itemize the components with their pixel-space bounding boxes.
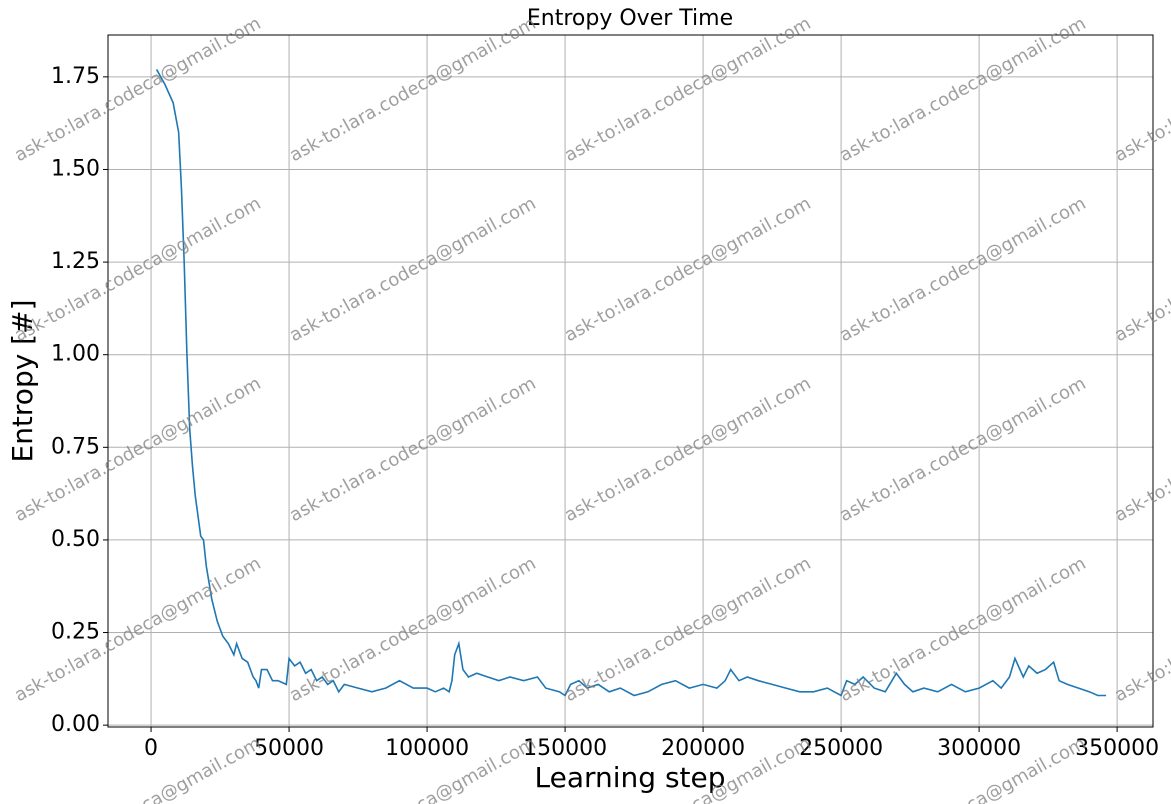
watermark: ask-to:lara.codeca@gmail.com xyxy=(286,13,539,166)
y-axis-label: Entropy [#] xyxy=(6,300,39,463)
y-tick-label: 0.50 xyxy=(51,527,100,552)
watermark: ask-to:lara.codeca@gmail.com xyxy=(836,13,1089,166)
x-tick-label: 200000 xyxy=(661,736,745,761)
watermark: ask-to:lara.codeca@gmail.com xyxy=(286,193,539,346)
x-tick-label: 100000 xyxy=(385,736,469,761)
y-tick-label: 0.00 xyxy=(51,712,100,737)
watermark: ask-to:lara.codeca@gmail.com xyxy=(561,553,814,706)
watermark: ask-to:lara.codeca@gmail.com xyxy=(561,13,814,166)
y-tick-label: 0.75 xyxy=(51,434,100,459)
x-tick-label: 350000 xyxy=(1075,736,1159,761)
watermark: ask-to:lara.codeca@gmail.com xyxy=(1111,193,1171,346)
x-tick-label: 50000 xyxy=(254,736,324,761)
watermark: ask-to:lara.codeca@gmail.com xyxy=(11,553,264,706)
watermark: ask-to:lara.codeca@gmail.com xyxy=(286,373,539,526)
watermark: ask-to:lara.codeca@gmail.com xyxy=(561,193,814,346)
watermark: ask-to:lara.codeca@gmail.com xyxy=(836,373,1089,526)
y-tick-label: 1.25 xyxy=(51,249,100,274)
x-tick-label: 150000 xyxy=(523,736,607,761)
watermark: ask-to:lara.codeca@gmail.com xyxy=(836,553,1089,706)
x-tick-label: 250000 xyxy=(799,736,883,761)
watermark: ask-to:lara.codeca@gmail.com xyxy=(1111,373,1171,526)
chart-title: Entropy Over Time xyxy=(527,6,733,31)
y-tick-label: 1.75 xyxy=(51,64,100,89)
plot-frame xyxy=(107,34,1154,728)
watermark: ask-to:lara.codeca@gmail.com xyxy=(1111,13,1171,166)
watermark: ask-to:lara.codeca@gmail.com xyxy=(836,193,1089,346)
y-tick-label: 0.25 xyxy=(51,620,100,645)
x-tick-label: 0 xyxy=(144,736,158,761)
watermark: ask-to:lara.codeca@gmail.com xyxy=(11,373,264,526)
watermark: ask-to:lara.codeca@gmail.com xyxy=(561,373,814,526)
watermark: ask-to:lara.codeca@gmail.com xyxy=(11,193,264,346)
watermark: ask-to:lara.codeca@gmail.com xyxy=(1111,553,1171,706)
watermark: ask-to:lara.codeca@gmail.com xyxy=(286,553,539,706)
x-tick-label: 300000 xyxy=(937,736,1021,761)
watermark: ask-to:lara.codeca@gmail.com xyxy=(11,13,264,166)
y-tick-label: 1.50 xyxy=(51,156,100,181)
watermark: ask-to:lara.codeca@gmail.com xyxy=(11,733,264,804)
y-tick-label: 1.00 xyxy=(51,342,100,367)
line-series xyxy=(155,69,1107,697)
x-axis-label: Learning step xyxy=(534,761,725,794)
